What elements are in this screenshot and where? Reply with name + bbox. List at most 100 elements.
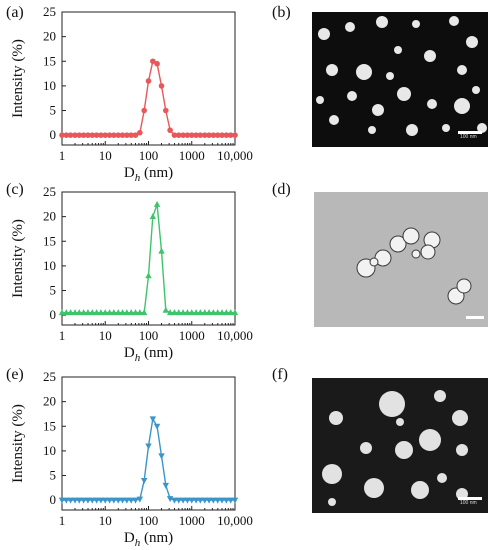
data-point <box>227 497 234 504</box>
data-point <box>102 309 109 316</box>
data-point <box>89 497 96 504</box>
data-point <box>158 453 165 460</box>
x-tick-label: 10,000 <box>217 148 253 163</box>
data-point <box>223 309 230 316</box>
nanoparticle <box>454 98 470 114</box>
nanoparticle <box>394 46 402 54</box>
y-tick-label: 15 <box>43 53 56 68</box>
data-point <box>63 132 70 138</box>
x-axis-title-unit: (nm) <box>140 345 173 361</box>
scale-bar <box>466 316 484 319</box>
data-point <box>162 306 169 313</box>
data-point <box>136 309 144 316</box>
nanoparticle <box>452 410 468 426</box>
x-axis-title-unit: (nm) <box>140 530 173 546</box>
nanoparticle <box>329 411 343 425</box>
data-point <box>179 309 187 316</box>
series-line <box>62 416 235 501</box>
series-line <box>62 204 235 314</box>
data-point <box>141 107 147 114</box>
x-axis-title-unit: (nm) <box>140 165 173 181</box>
panel-label-f: (f) <box>272 366 288 383</box>
nanoparticle <box>427 99 437 109</box>
nanoparticle <box>412 20 420 28</box>
x-axis-title-main: D <box>124 530 135 546</box>
data-point <box>184 309 191 316</box>
data-point <box>227 309 234 316</box>
data-point <box>132 309 139 316</box>
data-point <box>97 497 105 504</box>
x-tick-label: 10 <box>99 328 112 343</box>
nanoparticle <box>326 64 338 76</box>
data-point <box>67 497 74 504</box>
x-tick-label: 1000 <box>179 328 205 343</box>
data-point <box>218 497 226 504</box>
data-point <box>89 132 96 138</box>
x-axis-title: Dh (nm) <box>124 345 173 364</box>
data-point <box>214 132 221 138</box>
data-point <box>158 247 165 254</box>
data-point <box>145 443 152 450</box>
series-line <box>62 60 235 136</box>
nanoparticle <box>328 498 336 506</box>
data-point <box>188 309 195 316</box>
data-point <box>80 132 87 138</box>
y-tick-label: 15 <box>43 418 56 433</box>
x-axis-title: Dh (nm) <box>124 530 173 549</box>
nanoparticle <box>396 418 404 426</box>
nanoparticle <box>376 16 388 28</box>
y-tick-label: 20 <box>43 29 56 44</box>
data-point <box>214 497 221 504</box>
data-point <box>89 309 96 316</box>
x-tick-label: 1 <box>59 328 66 343</box>
data-point <box>184 497 191 504</box>
x-tick-label: 1000 <box>179 513 205 528</box>
data-point <box>124 132 130 138</box>
y-axis-title: Intensity (%) <box>10 219 26 298</box>
panel-label-e: (e) <box>6 366 24 383</box>
data-point <box>188 497 195 504</box>
data-point <box>201 309 208 316</box>
data-point <box>85 132 91 138</box>
panel-label-d: (d) <box>272 181 291 198</box>
y-tick-label: 15 <box>43 233 56 248</box>
data-point <box>80 309 87 316</box>
nanoparticle <box>389 235 407 253</box>
data-point <box>210 309 217 316</box>
nanoparticle <box>424 50 436 62</box>
nanoparticle <box>322 464 342 484</box>
data-point <box>145 78 152 84</box>
data-point <box>206 132 212 138</box>
data-point <box>80 497 87 504</box>
data-point <box>93 497 100 504</box>
data-point <box>102 497 109 504</box>
data-point <box>140 309 148 316</box>
y-tick-label: 0 <box>50 307 57 322</box>
nanoparticle <box>466 36 478 48</box>
y-tick-label: 5 <box>50 103 57 118</box>
data-point <box>67 132 74 138</box>
data-point <box>59 132 65 138</box>
x-tick-label: 10,000 <box>217 328 253 343</box>
panel-label-c: (c) <box>6 181 24 198</box>
data-point <box>162 482 169 489</box>
nanoparticle <box>368 126 376 134</box>
data-point <box>150 58 156 65</box>
nanoparticle <box>456 444 468 456</box>
data-point <box>110 309 118 316</box>
data-point <box>71 309 79 316</box>
data-point <box>154 60 160 67</box>
data-point <box>123 309 131 316</box>
nanoparticle <box>442 124 450 132</box>
data-point <box>227 132 234 138</box>
data-point <box>137 129 143 136</box>
data-point <box>98 132 104 138</box>
data-point <box>127 497 135 504</box>
data-point <box>158 83 165 89</box>
data-point <box>123 497 131 504</box>
data-point <box>180 132 186 138</box>
nanoparticle <box>420 244 436 260</box>
data-point <box>201 497 208 504</box>
data-point <box>93 309 100 316</box>
x-axis-title-main: D <box>124 165 135 181</box>
